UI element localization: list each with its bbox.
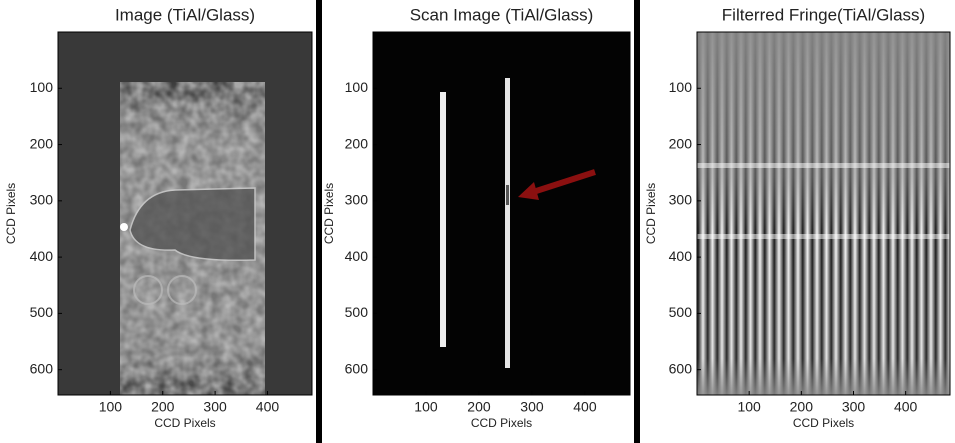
x-tick-label: 200: [467, 399, 491, 415]
y-tick-label: 400: [345, 248, 369, 264]
x-tick-label: 300: [842, 399, 866, 415]
x-axis-label: CCD Pixels: [471, 416, 532, 430]
x-tick-label: 200: [151, 399, 175, 415]
y-tick-label: 200: [345, 135, 369, 151]
y-tick-label: 600: [30, 360, 54, 376]
y-tick-label: 500: [345, 304, 369, 320]
y-tick-label: 200: [669, 135, 693, 151]
y-tick-label: 400: [30, 248, 54, 264]
y-tick-label: 300: [30, 192, 54, 208]
y-tick-label: 100: [345, 79, 369, 95]
x-tick-label: 100: [414, 399, 438, 415]
image-3: [697, 32, 950, 395]
y-tick-label: 600: [345, 360, 369, 376]
image-2: [373, 32, 630, 395]
chart-title: Image (TiAl/Glass): [115, 5, 255, 24]
separator: [316, 0, 322, 443]
y-axis-label: CCD Pixels: [322, 183, 336, 244]
x-tick-label: 300: [203, 399, 227, 415]
y-tick-label: 500: [669, 304, 693, 320]
y-tick-label: 200: [30, 135, 54, 151]
separator: [634, 0, 640, 443]
x-tick-label: 400: [573, 399, 597, 415]
chart-title: Filterred Fringe(TiAl/Glass): [722, 5, 925, 24]
image-1: [58, 32, 312, 395]
y-tick-label: 500: [30, 304, 54, 320]
y-tick-label: 100: [30, 79, 54, 95]
y-tick-label: 100: [669, 79, 693, 95]
y-axis-label: CCD Pixels: [4, 183, 18, 244]
x-tick-label: 300: [520, 399, 544, 415]
axes-frame: [372, 31, 631, 396]
x-tick-label: 100: [99, 399, 123, 415]
axes-frame: [57, 31, 313, 396]
y-tick-label: 400: [669, 248, 693, 264]
y-tick-label: 300: [345, 192, 369, 208]
y-tick-label: 600: [669, 360, 693, 376]
x-axis-label: CCD Pixels: [154, 416, 215, 430]
x-axis-label: CCD Pixels: [793, 416, 854, 430]
x-tick-label: 400: [894, 399, 918, 415]
x-tick-label: 200: [790, 399, 814, 415]
chart-title: Scan Image (TiAl/Glass): [410, 5, 594, 24]
x-tick-label: 100: [737, 399, 761, 415]
x-tick-label: 400: [256, 399, 280, 415]
y-axis-label: CCD Pixels: [644, 183, 658, 244]
axes-frame: [696, 31, 951, 396]
y-tick-label: 300: [669, 192, 693, 208]
